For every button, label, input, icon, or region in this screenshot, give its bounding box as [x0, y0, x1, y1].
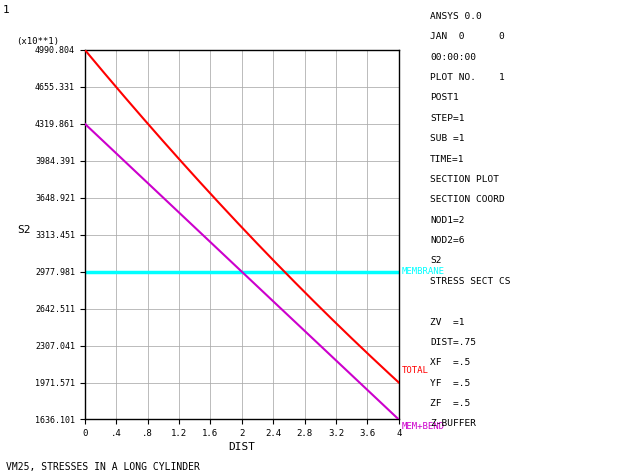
Text: VM25, STRESSES IN A LONG CYLINDER: VM25, STRESSES IN A LONG CYLINDER: [6, 462, 200, 472]
Text: YF  =.5: YF =.5: [430, 379, 470, 388]
Text: S2: S2: [430, 256, 441, 265]
Text: JAN  0      0: JAN 0 0: [430, 32, 505, 41]
Text: PLOT NO.    1: PLOT NO. 1: [430, 73, 505, 82]
Text: MEM+BEND: MEM+BEND: [402, 422, 445, 431]
Y-axis label: S2: S2: [17, 225, 31, 235]
Text: SUB =1: SUB =1: [430, 134, 465, 143]
Text: 1: 1: [3, 5, 10, 15]
Text: STEP=1: STEP=1: [430, 114, 465, 123]
Text: DIST=.75: DIST=.75: [430, 338, 476, 347]
Text: TOTAL: TOTAL: [402, 366, 429, 375]
Text: MEMBRANE: MEMBRANE: [402, 267, 445, 276]
Text: TIME=1: TIME=1: [430, 155, 465, 164]
Text: ZV  =1: ZV =1: [430, 318, 465, 327]
Text: NOD2=6: NOD2=6: [430, 236, 465, 245]
Text: STRESS SECT CS: STRESS SECT CS: [430, 277, 511, 286]
Text: SECTION PLOT: SECTION PLOT: [430, 175, 499, 184]
Text: XF  =.5: XF =.5: [430, 358, 470, 367]
Text: Z-BUFFER: Z-BUFFER: [430, 419, 476, 428]
X-axis label: DIST: DIST: [229, 442, 255, 452]
Text: (x10**1): (x10**1): [16, 37, 58, 46]
Text: ZF  =.5: ZF =.5: [430, 399, 470, 408]
Text: ANSYS 0.0: ANSYS 0.0: [430, 12, 482, 21]
Text: 00:00:00: 00:00:00: [430, 53, 476, 62]
Text: POST1: POST1: [430, 93, 459, 102]
Text: NOD1=2: NOD1=2: [430, 216, 465, 225]
Text: SECTION COORD: SECTION COORD: [430, 195, 505, 204]
